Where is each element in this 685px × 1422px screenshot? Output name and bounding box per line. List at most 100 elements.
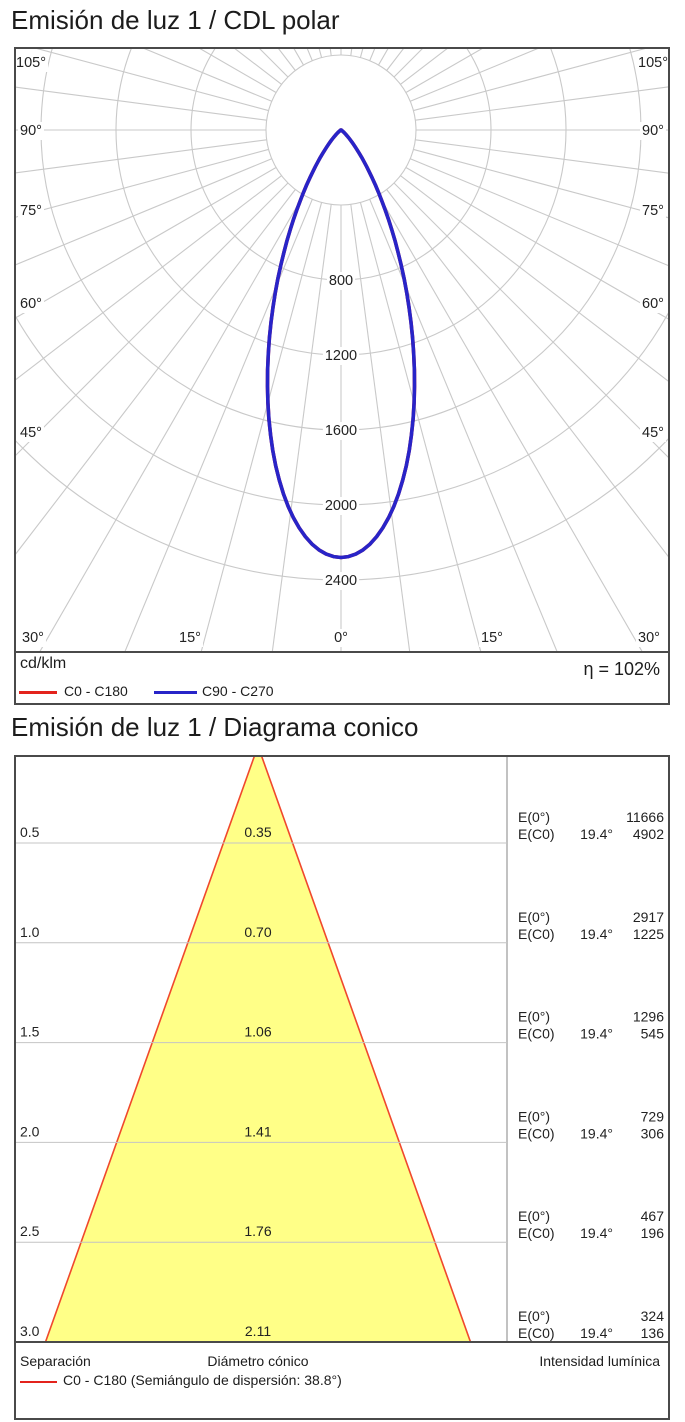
ring-label: 1600	[325, 423, 357, 439]
efficiency-value: η = 102%	[583, 659, 660, 679]
angle-label: 45°	[642, 425, 664, 441]
separation-value: 1.0	[20, 924, 40, 940]
diameter-value: 2.11	[245, 1323, 271, 1339]
ec0-label: E(C0)	[518, 826, 555, 842]
label-backplate	[640, 122, 666, 140]
label-backplate	[326, 272, 356, 290]
cone-fill	[45, 757, 471, 1341]
label-backplate	[322, 347, 360, 365]
e0-value: 11666	[626, 809, 664, 825]
legend-swatch-c90-c270	[154, 691, 197, 694]
cone-footer-box: Separación Diámetro cónico Intensidad lu…	[14, 1341, 670, 1420]
angle-label: 60°	[642, 296, 664, 312]
label-backplate	[332, 629, 350, 647]
diameter-value: 1.76	[244, 1223, 271, 1239]
polar-legend-box: cd/klm η = 102% C0 - C180 C90 - C270	[14, 651, 670, 705]
label-backplate	[322, 422, 360, 440]
angle-label: 30°	[22, 630, 44, 646]
label-backplate	[18, 122, 44, 140]
footer-column-intensidad-luminica: Intensidad lumínica	[539, 1353, 660, 1369]
label-backplate	[640, 295, 666, 313]
angle-label: 105°	[16, 55, 46, 71]
cone-diagram: 0.5 0.35 E(0°) 11666 E(C0) 19.4° 4902 1.0 0.70 E(…	[16, 757, 665, 1341]
e0-value: 2917	[633, 909, 664, 925]
ec0-value: 1225	[633, 926, 664, 942]
cone-chart-panel: 0.5 0.35 E(0°) 11666 E(C0) 19.4° 4902 1.0 0.70 E(…	[14, 755, 670, 1343]
e0-value: 467	[641, 1208, 665, 1224]
e0-label: E(0°)	[518, 1009, 550, 1025]
polar-chart-panel: 800 1200 1600 2000 2400 105° 90° 75° 60° 45° 105° 9…	[14, 47, 670, 653]
legend-swatch-c0-c180	[19, 691, 57, 694]
ec0-label: E(C0)	[518, 1026, 555, 1042]
footer-column-separacion: Separación	[20, 1353, 91, 1369]
beam-angle-value: 19.4°	[580, 826, 613, 842]
label-backplate	[322, 497, 360, 515]
polar-chart: 800 1200 1600 2000 2400 105° 90° 75° 60° 45° 105° 9…	[16, 49, 668, 651]
angle-label: 0°	[334, 630, 348, 646]
e0-label: E(0°)	[518, 809, 550, 825]
label-backplate	[16, 54, 48, 72]
ec0-value: 306	[641, 1125, 665, 1141]
e0-value: 324	[641, 1308, 665, 1324]
angle-label: 75°	[642, 203, 664, 219]
angle-label: 45°	[20, 425, 42, 441]
cone-section-title: Emisión de luz 1 / Diagrama conico	[11, 712, 419, 742]
label-backplate	[479, 629, 505, 647]
label-backplate	[20, 629, 46, 647]
ec0-label: E(C0)	[518, 1325, 555, 1341]
diameter-value: 1.06	[244, 1024, 271, 1040]
separation-value: 2.5	[20, 1223, 40, 1239]
ring-label: 1200	[325, 348, 357, 364]
e0-value: 1296	[633, 1009, 664, 1025]
e0-label: E(0°)	[518, 909, 550, 925]
e0-value: 729	[641, 1108, 665, 1124]
ec0-value: 196	[641, 1225, 665, 1241]
label-backplate	[177, 629, 203, 647]
ec0-label: E(C0)	[518, 926, 555, 942]
label-backplate	[636, 54, 668, 72]
label-backplate	[636, 629, 662, 647]
angle-label: 15°	[179, 630, 201, 646]
beam-angle-value: 19.4°	[580, 926, 613, 942]
e0-label: E(0°)	[518, 1108, 550, 1124]
footer-column-diametro-conico: Diámetro cónico	[207, 1353, 309, 1369]
ring-label: 800	[329, 273, 353, 289]
e0-label: E(0°)	[518, 1208, 550, 1224]
beam-angle-value: 19.4°	[580, 1225, 613, 1241]
ec0-value: 136	[641, 1325, 665, 1341]
label-backplate	[640, 202, 666, 220]
legend-label-c0-c180: C0 - C180	[64, 683, 128, 699]
polar-section-title: Emisión de luz 1 / CDL polar	[11, 5, 340, 35]
polar-curve-C90-C270	[265, 128, 417, 560]
unit-label: cd/klm	[20, 655, 67, 672]
label-backplate	[18, 295, 44, 313]
cone-legend-label: C0 - C180 (Semiángulo de dispersión: 38.…	[63, 1372, 342, 1388]
label-backplate	[18, 202, 44, 220]
angle-label: 30°	[638, 630, 660, 646]
separation-value: 3.0	[20, 1323, 40, 1339]
label-backplate	[640, 424, 666, 442]
cone-legend-swatch	[20, 1381, 57, 1383]
label-backplate	[322, 572, 360, 590]
separation-value: 1.5	[20, 1024, 40, 1040]
ring-label: 2000	[325, 498, 357, 514]
separation-value: 0.5	[20, 824, 40, 840]
ec0-label: E(C0)	[518, 1225, 555, 1241]
beam-angle-value: 19.4°	[580, 1026, 613, 1042]
ec0-value: 545	[641, 1026, 665, 1042]
label-backplate	[18, 424, 44, 442]
angle-label: 90°	[642, 123, 664, 139]
angle-label: 90°	[20, 123, 42, 139]
angle-label: 60°	[20, 296, 42, 312]
angle-label: 105°	[638, 55, 668, 71]
ec0-value: 4902	[633, 826, 664, 842]
diameter-value: 0.70	[244, 924, 271, 940]
beam-angle-value: 19.4°	[580, 1325, 613, 1341]
beam-angle-value: 19.4°	[580, 1125, 613, 1141]
ring-label: 2400	[325, 573, 357, 589]
ec0-label: E(C0)	[518, 1125, 555, 1141]
separation-value: 2.0	[20, 1123, 40, 1139]
legend-label-c90-c270: C90 - C270	[202, 683, 274, 699]
diameter-value: 1.41	[244, 1123, 271, 1139]
diameter-value: 0.35	[244, 824, 271, 840]
